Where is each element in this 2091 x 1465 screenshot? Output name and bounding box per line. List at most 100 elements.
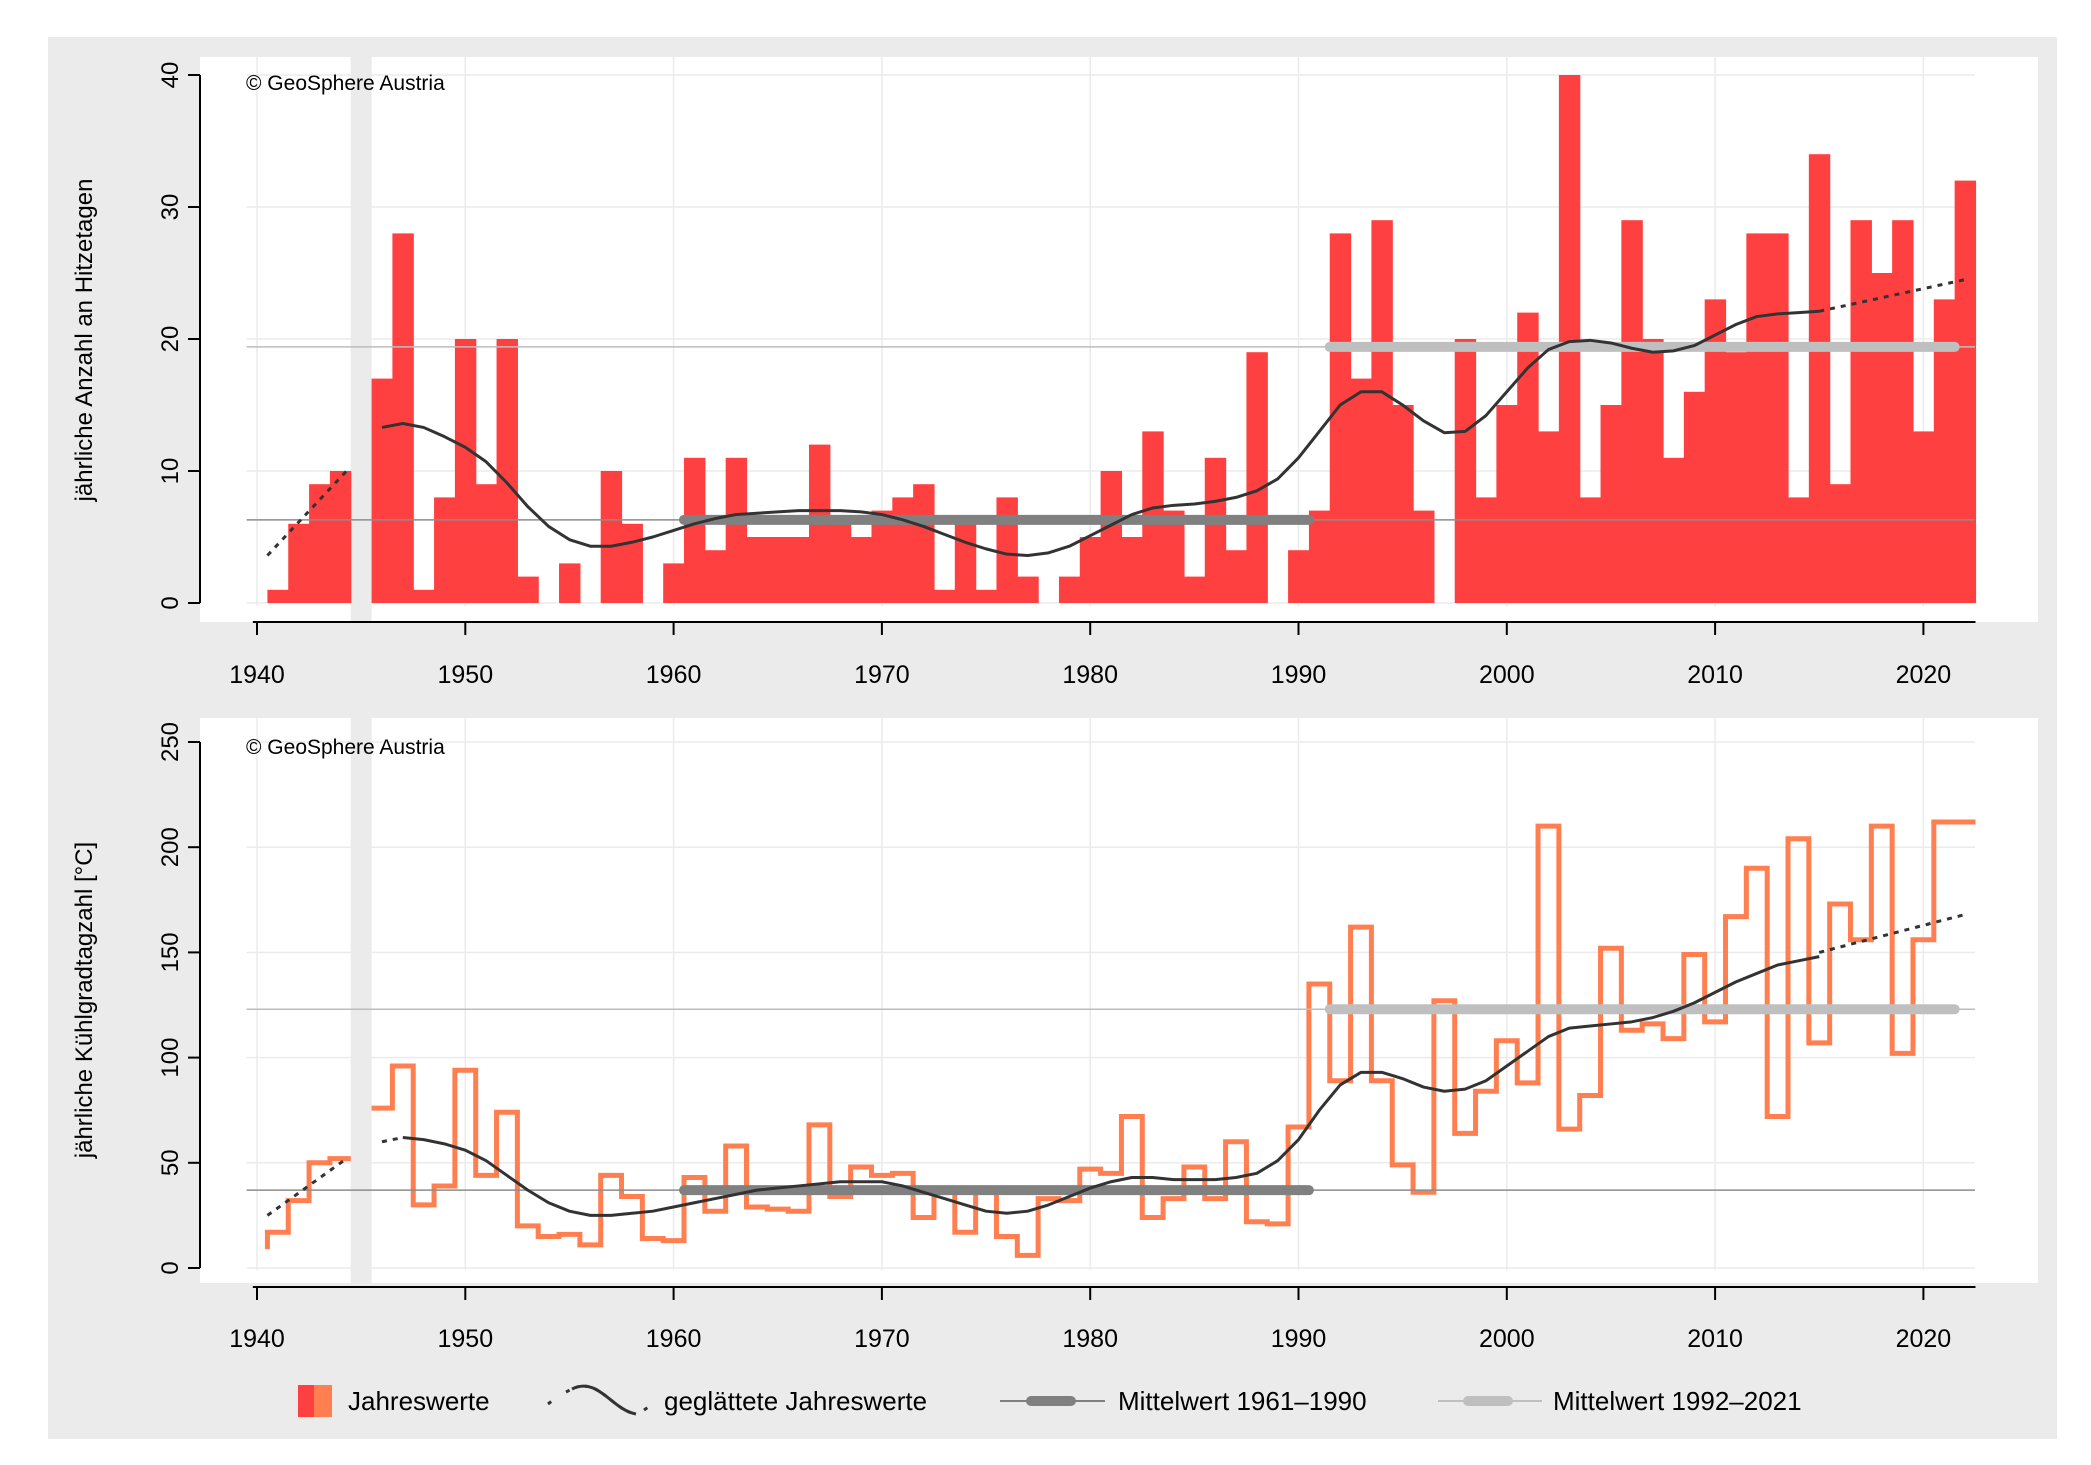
panel-cooling-background [200,718,2038,1283]
legend-label-mean-1961: Mittelwert 1961–1990 [1118,1386,1367,1416]
bar-2009 [1683,391,1706,603]
bar-1950 [454,339,477,603]
bar-1942 [288,523,310,603]
bar-2011 [1725,352,1747,603]
x-tick-label: 2020 [1896,1325,1952,1353]
bar-1947 [392,233,414,603]
x-tick-label: 1990 [1271,1325,1327,1353]
bar-1982 [1121,537,1143,603]
bar-1996 [1413,510,1435,603]
smoothed-line-dotted [381,1136,404,1144]
smoothed-line [402,955,1820,1217]
bar-1955 [559,563,581,603]
x-tick-label: 1940 [229,661,285,689]
bar-1951 [475,484,498,603]
x-tick-label: 1970 [854,1325,910,1353]
bar-1992 [1329,233,1352,603]
bar-2017 [1850,220,1872,603]
bar-1962 [704,550,727,603]
bar-1964 [746,537,768,603]
x-tick-label: 1940 [229,1325,285,1353]
bar-1966 [788,537,810,603]
x-tick-label: 1980 [1062,661,1118,689]
smoothed-line-dotted [1818,913,1966,954]
bar-1941 [267,589,289,603]
bar-1944 [329,471,352,603]
x-tick-label: 1980 [1062,1325,1118,1353]
smoothed-line [381,309,1820,557]
bar-1961 [684,457,706,603]
x-tick-label: 2020 [1896,661,1952,689]
legend-label-jahreswerte: Jahreswerte [348,1386,490,1416]
legend: Jahreswerte geglättete Jahreswerte Mitte… [298,1384,1802,1417]
legend-key-smoothed-solid [571,1384,637,1416]
y-tick-label: 200 [157,827,184,867]
y-axis-title: jährliche Kühlgradtagzahl [°C] [71,842,98,1159]
bar-1943 [309,484,331,603]
gap-band [350,718,372,1287]
y-tick-label: 20 [157,326,184,353]
bar-2004 [1579,497,1602,603]
bar-2001 [1517,312,1539,603]
bar-1981 [1100,471,1123,603]
y-tick-label: 40 [157,62,184,89]
bar-1994 [1371,220,1393,603]
bar-2012 [1746,233,1768,603]
x-tick-label: 2010 [1687,1325,1743,1353]
bar-2003 [1558,75,1581,603]
x-tick-label: 1960 [646,661,702,689]
x-tick-label: 2000 [1479,661,1535,689]
bar-2020 [1912,431,1935,603]
y-tick-label: 0 [157,596,184,609]
y-tick-label: 10 [157,458,184,485]
y-tick-label: 100 [157,1038,184,1078]
x-tick-label: 2010 [1687,661,1743,689]
x-tick-label: 1950 [437,661,493,689]
bar-1977 [1017,576,1039,603]
step-line-jahreswerte [264,819,1976,1258]
bar-1986 [1204,457,1227,603]
bar-1957 [600,471,623,603]
bar-1971 [892,497,914,603]
bar-2010 [1704,299,1727,603]
smoothed-line-dotted [266,1157,348,1217]
copyright-label: © GeoSphere Austria [246,736,445,759]
bar-2015 [1808,154,1831,603]
bar-1970 [871,510,893,603]
smoothed-line-dotted [1818,278,1966,313]
bar-1990 [1288,550,1310,603]
bar-2016 [1829,484,1852,603]
bar-1976 [996,497,1018,603]
bar-2013 [1767,233,1789,603]
legend-label-mean-1992: Mittelwert 1992–2021 [1553,1386,1802,1416]
bar-1979 [1058,576,1081,603]
bar-1948 [413,589,435,603]
bar-1991 [1308,510,1331,603]
bar-1965 [767,537,789,603]
x-tick-label: 2000 [1479,1325,1535,1353]
bar-1993 [1350,378,1373,603]
bar-1946 [371,378,393,603]
bar-1998 [1454,339,1477,603]
bar-2005 [1600,405,1622,603]
bar-1974 [954,523,977,603]
bar-2008 [1663,457,1685,603]
bar-2000 [1496,405,1518,603]
bar-1980 [1079,537,1102,603]
copyright-label: © GeoSphere Austria [246,72,445,95]
legend-key-bar-red [298,1385,314,1417]
panel-heat-days: jährliche Anzahl an Hitzetagen 0 10 20 30 40… [71,57,2038,689]
y-tick-label: 30 [157,194,184,221]
panel-cooling-degree-days: jährliche Kühlgradtagzahl [°C] 0 50 100 150… [71,718,2038,1353]
bar-1995 [1392,405,1414,603]
bar-1949 [434,497,456,603]
bar-2018 [1871,273,1893,603]
bar-1958 [621,523,643,603]
bar-1988 [1246,352,1268,603]
bar-2006 [1621,220,1643,603]
y-tick-label: 250 [157,722,184,762]
y-tick-label: 50 [157,1149,184,1176]
smoothed-line-dotted [266,469,348,557]
bar-1975 [975,589,998,603]
y-tick-label: 150 [157,932,184,972]
